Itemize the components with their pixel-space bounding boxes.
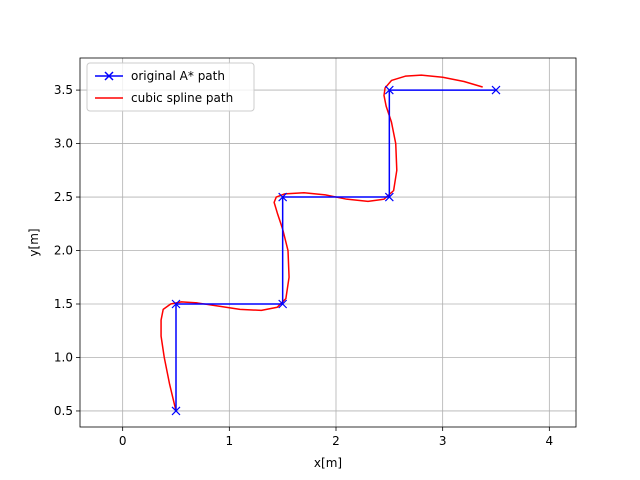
y-tick-label: 2.5 <box>54 190 73 204</box>
y-tick-label: 1.0 <box>54 350 73 364</box>
y-tick-label: 3.5 <box>54 83 73 97</box>
data-point-marker <box>384 85 394 95</box>
x-tick-label: 4 <box>546 434 554 448</box>
x-tick-label: 0 <box>119 434 127 448</box>
y-tick-label: 2.0 <box>54 244 73 258</box>
legend-marker-astar <box>104 71 114 81</box>
plot-area-frame <box>79 57 577 428</box>
series-line-cubic-spline-path <box>160 74 483 412</box>
legend-label-spline: cubic spline path <box>131 91 233 105</box>
y-tick-label: 0.5 <box>54 404 73 418</box>
data-point-marker <box>171 406 181 416</box>
data-point-marker <box>278 299 288 309</box>
y-tick-label: 1.5 <box>54 297 73 311</box>
y-axis-label: y[m] <box>27 228 41 256</box>
data-point-marker <box>171 299 181 309</box>
legend: original A* path cubic spline path <box>86 62 255 112</box>
legend-label-astar: original A* path <box>131 69 225 83</box>
data-point-marker <box>278 192 288 202</box>
x-tick-label: 3 <box>439 434 447 448</box>
data-point-marker <box>491 85 501 95</box>
axis-ticks: 0 1 2 3 4 0.5 1.0 1.5 2.0 2.5 3.0 3.5 <box>54 83 553 448</box>
x-tick-label: 1 <box>226 434 234 448</box>
plot-series <box>160 74 501 416</box>
legend-box <box>86 62 255 112</box>
x-axis-label: x[m] <box>314 456 342 470</box>
y-tick-label: 3.0 <box>54 137 73 151</box>
x-tick-label: 2 <box>332 434 340 448</box>
data-point-marker <box>384 192 394 202</box>
